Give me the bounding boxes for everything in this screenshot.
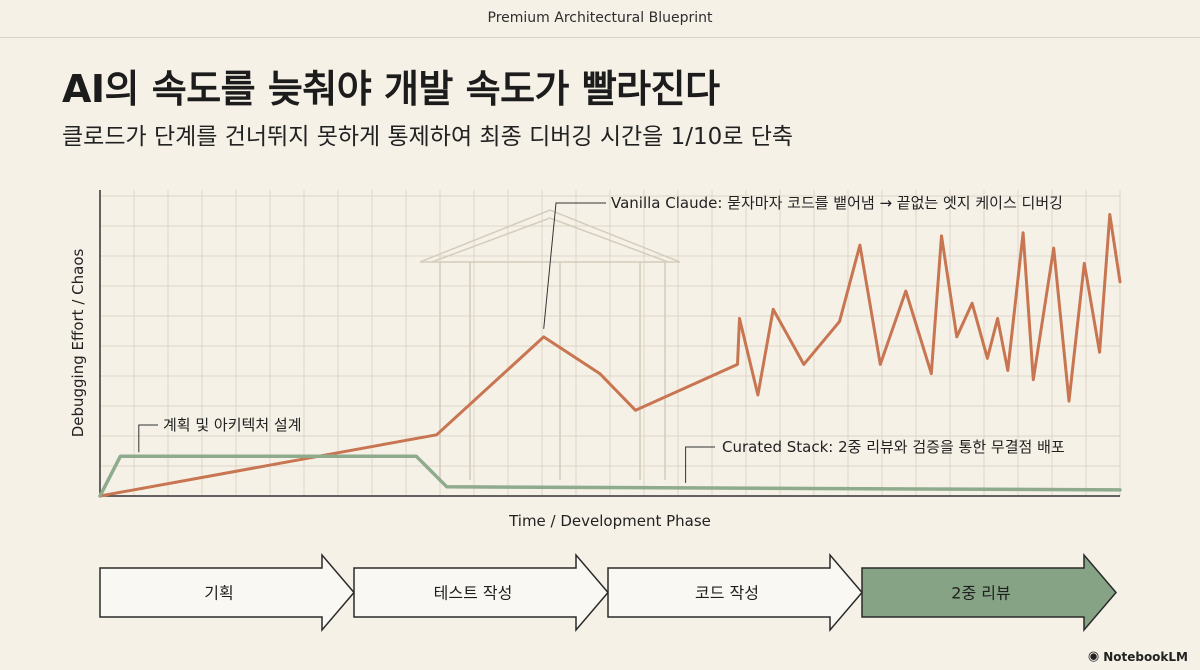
chart-annotations: Vanilla Claude: 묻자마자 코드를 뱉어냄 → 끝없는 엣지 케이…: [138, 194, 1065, 483]
page-title: AI의 속도를 늦춰야 개발 속도가 빨라진다: [62, 67, 720, 111]
phase-arrow: [607, 552, 863, 633]
y-axis-label: Debugging Effort / Chaos: [69, 249, 87, 438]
header-caption: Premium Architectural Blueprint: [487, 10, 713, 26]
phase-label: 기획: [204, 584, 233, 603]
annotation-leader-line: [543, 202, 606, 329]
phase-arrow: [99, 552, 355, 633]
planning-annotation: 계획 및 아키텍처 설계: [163, 416, 302, 434]
page-subtitle: 클로드가 단계를 건너뛰지 못하게 통제하여 최종 디버깅 시간을 1/10로 …: [62, 124, 794, 150]
notebook-icon: ◉: [1087, 649, 1100, 664]
chart-axes: [99, 190, 1120, 497]
brand-name: NotebookLM: [1103, 649, 1188, 664]
phase-arrow: [353, 552, 609, 633]
vanilla-claude-line: [98, 213, 1122, 498]
annotation-leader-line: [685, 446, 715, 483]
curated-stack-line: [98, 454, 1122, 498]
phase-label: 2중 리뷰: [951, 584, 1010, 603]
house-roof-line: [431, 217, 669, 263]
brand-badge: ◉ NotebookLM: [1088, 649, 1188, 664]
x-axis-label: Time / Development Phase: [508, 512, 711, 530]
house-blueprint-sketch: [419, 209, 681, 480]
house-roof-line: [419, 209, 681, 263]
phase-flow: 기획 테스트 작성 코드 작성 2중 리뷰: [99, 552, 1117, 633]
annotation-leader-line: [138, 424, 158, 453]
top-bar: Premium Architectural Blueprint: [0, 0, 1200, 38]
phase-label: 테스트 작성: [434, 584, 513, 603]
curated-stack-annotation: Curated Stack: 2중 리뷰와 검증을 통한 무결점 배포: [722, 438, 1065, 456]
phase-arrow: [861, 552, 1117, 633]
vanilla-claude-annotation: Vanilla Claude: 묻자마자 코드를 뱉어냄 → 끝없는 엣지 케이…: [611, 194, 1063, 212]
chart-series: [98, 213, 1122, 498]
phase-label: 코드 작성: [695, 584, 759, 603]
